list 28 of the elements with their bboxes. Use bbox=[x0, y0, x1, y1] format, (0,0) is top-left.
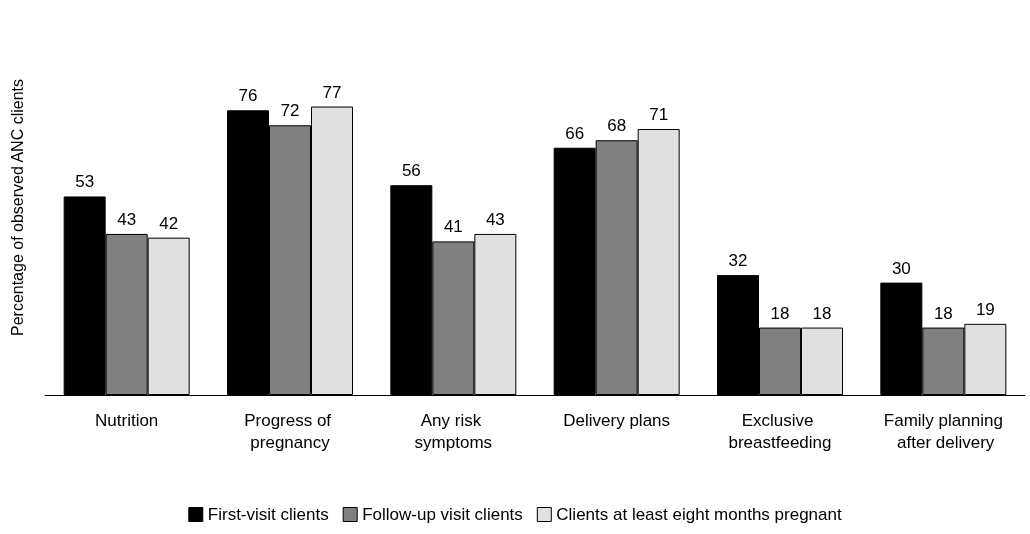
data-label: 32 bbox=[728, 251, 748, 271]
data-label: 71 bbox=[649, 105, 669, 125]
data-label: 42 bbox=[159, 213, 179, 233]
legend-label: First-visit clients bbox=[207, 505, 329, 524]
x-tick-label: Nutrition bbox=[95, 410, 159, 430]
x-tick-label: Any risk symptoms bbox=[414, 410, 493, 452]
x-tick-label: Exclusive breastfeeding bbox=[728, 410, 832, 452]
data-label: 66 bbox=[565, 123, 585, 143]
data-label: 41 bbox=[443, 217, 463, 237]
data-label: 43 bbox=[485, 209, 505, 229]
data-label: 18 bbox=[770, 303, 790, 323]
x-tick-label: Delivery plans bbox=[563, 410, 671, 430]
x-tick-label: Family planning after delivery bbox=[883, 410, 1003, 452]
data-label: 30 bbox=[891, 258, 911, 278]
data-label: 53 bbox=[75, 172, 95, 192]
legend-label: Follow-up visit clients bbox=[362, 505, 523, 524]
data-label: 18 bbox=[933, 303, 953, 323]
y-axis-title: Percentage of observed ANC clients bbox=[8, 78, 26, 337]
data-label: 72 bbox=[280, 101, 300, 121]
x-tick-label: Progress of pregnancy bbox=[244, 410, 336, 452]
data-label: 56 bbox=[401, 161, 421, 181]
data-label: 68 bbox=[607, 116, 627, 136]
data-label: 18 bbox=[812, 303, 832, 323]
data-label: 19 bbox=[975, 299, 995, 319]
data-label: 77 bbox=[322, 82, 342, 102]
data-label: 76 bbox=[238, 86, 258, 106]
legend-label: Clients at least eight months pregnant bbox=[556, 505, 842, 524]
data-label: 43 bbox=[117, 209, 137, 229]
